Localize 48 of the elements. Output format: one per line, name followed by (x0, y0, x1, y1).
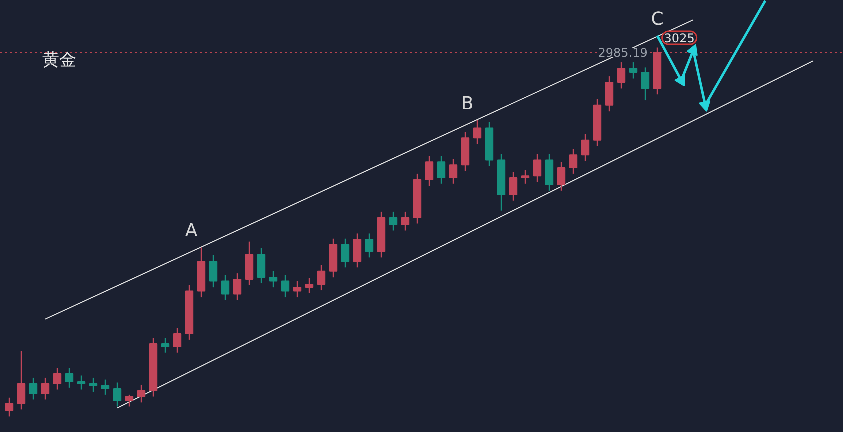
candlestick (629, 62, 638, 80)
candlestick (569, 148, 578, 175)
candlestick (29, 377, 38, 400)
candlestick (341, 238, 350, 268)
candlestick (473, 120, 482, 145)
candlestick (53, 367, 62, 390)
candlestick (17, 350, 26, 410)
annotation: 2985.19 (598, 46, 648, 60)
candlestick (89, 377, 98, 393)
candlestick (521, 170, 530, 185)
candlestick (557, 162, 566, 192)
candlestick (437, 156, 446, 185)
annotation: B (461, 93, 474, 114)
annotation: C (651, 8, 664, 30)
candlestick (425, 156, 434, 187)
candlestick (281, 274, 290, 298)
candlestick (353, 233, 362, 268)
candlestick (41, 377, 50, 400)
candlestick (113, 382, 122, 408)
candlestick (221, 274, 230, 302)
candlestick (137, 384, 146, 404)
candlestick (305, 278, 314, 294)
annotation: A (185, 220, 198, 242)
candlestick (257, 248, 266, 284)
candlestick (173, 328, 182, 354)
candlestick (317, 264, 326, 292)
candlestick (5, 397, 14, 418)
candlestick (101, 379, 110, 396)
candlestick (641, 67, 650, 102)
candlestick (161, 338, 170, 354)
candlestick (449, 158, 458, 185)
candlestick (77, 375, 86, 390)
candlestick (509, 172, 518, 202)
candlestick (293, 280, 302, 298)
candlestick (605, 76, 614, 112)
candlestick (617, 62, 626, 90)
candlestick (365, 233, 374, 258)
candlestick (269, 270, 278, 288)
candlestick (581, 134, 590, 162)
candlestick (389, 211, 398, 232)
text: 3025 (664, 32, 695, 46)
candlestick (125, 394, 134, 408)
candlestick (533, 153, 542, 183)
candlestick (65, 367, 74, 389)
candlestick (401, 211, 410, 232)
chart-title: 黄金 (42, 50, 76, 70)
candlestick (233, 272, 242, 302)
candlestick (209, 254, 218, 288)
